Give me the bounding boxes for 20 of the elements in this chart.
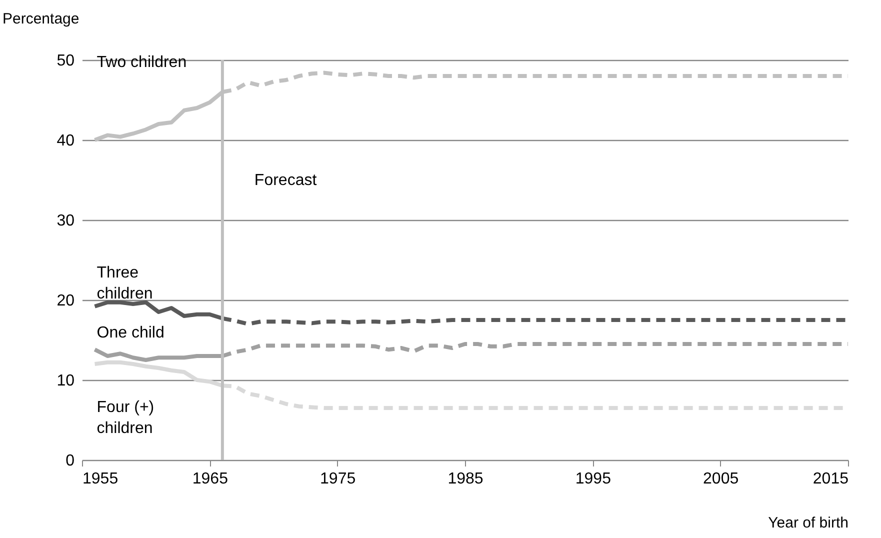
x-tick-label: 1965 — [192, 470, 228, 488]
x-tick-label: 1975 — [320, 470, 356, 488]
y-axis-title: Percentage — [2, 10, 80, 28]
x-tick-label: 1995 — [575, 470, 612, 488]
x-tick-label: 2015 — [812, 470, 849, 488]
x-tick-label: 2005 — [703, 470, 739, 488]
x-tick-label: 1985 — [448, 470, 484, 488]
series-label: Three children — [96, 264, 153, 302]
y-tick-label: 10 — [56, 372, 75, 390]
y-tick-label: 50 — [56, 52, 75, 70]
series-label: Four (+) children — [96, 399, 154, 437]
y-tick-label: 30 — [56, 212, 75, 230]
y-tick-label: 20 — [56, 292, 75, 310]
series-label: One child — [96, 324, 164, 342]
y-tick-label: 0 — [66, 452, 75, 470]
text: Two children — [96, 54, 187, 71]
ref-line-label: Forecast — [254, 172, 318, 189]
y-tick-label: 40 — [56, 132, 75, 150]
x-tick-label: 1955 — [82, 470, 118, 488]
x-axis-title: Year of birth — [768, 514, 848, 532]
